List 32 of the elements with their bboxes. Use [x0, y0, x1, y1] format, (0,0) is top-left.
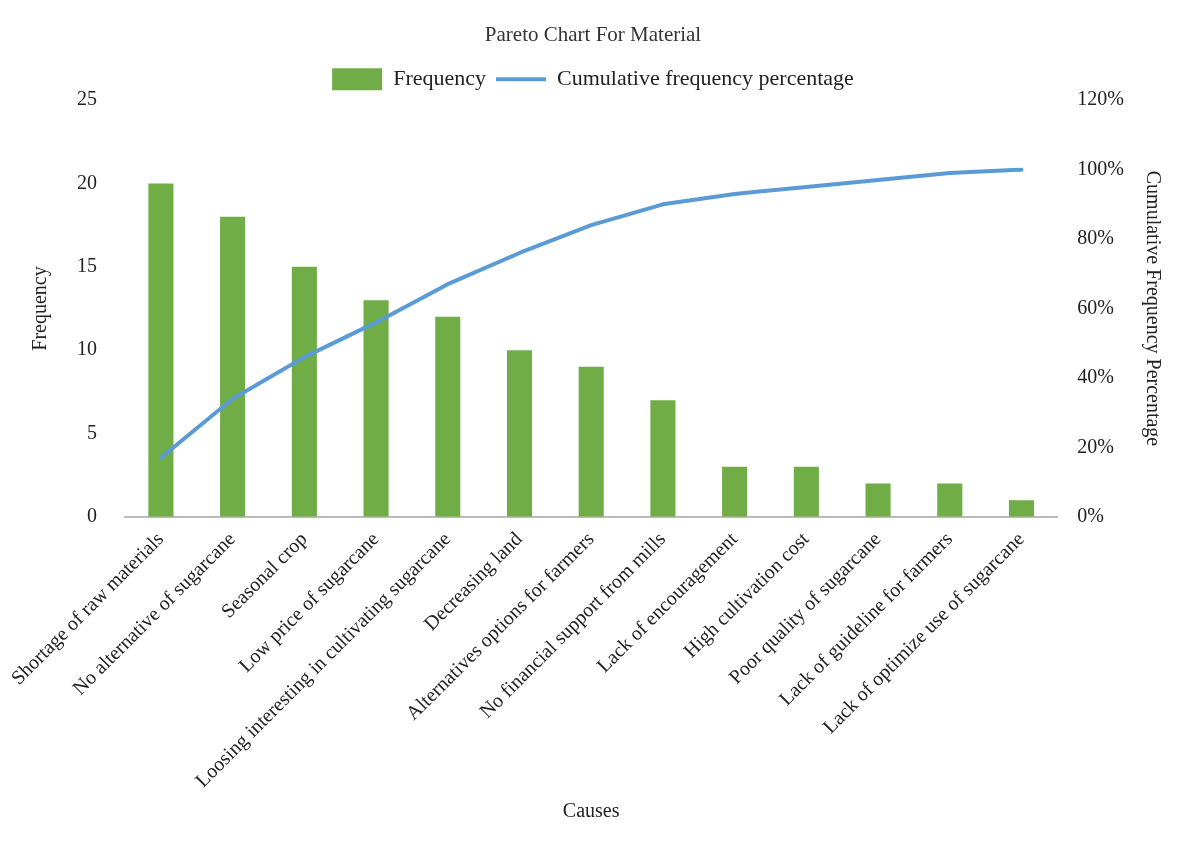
y-tick-label: 5	[87, 420, 98, 443]
y2-tick-label: 40%	[1077, 365, 1115, 388]
bar	[578, 366, 604, 517]
legend-label: Cumulative frequency percentage	[557, 64, 854, 90]
y-axis-title: Frequency	[28, 266, 52, 351]
y-tick-label: 15	[77, 254, 98, 277]
bar	[148, 183, 174, 517]
bar	[291, 266, 317, 517]
y2-tick-label: 80%	[1077, 226, 1115, 249]
y2-tick-label: 60%	[1077, 295, 1115, 318]
x-axis-title: Causes	[562, 799, 620, 822]
y2-tick-label: 0%	[1077, 504, 1105, 527]
bar	[435, 316, 461, 517]
bar	[506, 350, 533, 517]
bar	[1008, 500, 1035, 517]
y2-axis-title: Cumulative Frequency Percentage	[1141, 170, 1165, 447]
bar	[937, 483, 963, 517]
bar	[722, 466, 748, 517]
y2-tick-label: 120%	[1077, 87, 1125, 110]
bar	[793, 466, 819, 517]
y2-tick-label: 20%	[1077, 434, 1115, 457]
bar	[650, 400, 676, 517]
bar	[363, 300, 389, 517]
y-tick-label: 10	[77, 337, 98, 360]
bar	[865, 483, 891, 517]
legend-label: Frequency	[393, 64, 486, 90]
y2-tick-label: 100%	[1077, 156, 1125, 179]
chart-title: Pareto Chart For Material	[484, 22, 702, 47]
y-tick-label: 25	[77, 87, 98, 110]
y-tick-label: 0	[87, 504, 98, 527]
bar	[220, 216, 246, 517]
y-tick-label: 20	[77, 170, 98, 193]
